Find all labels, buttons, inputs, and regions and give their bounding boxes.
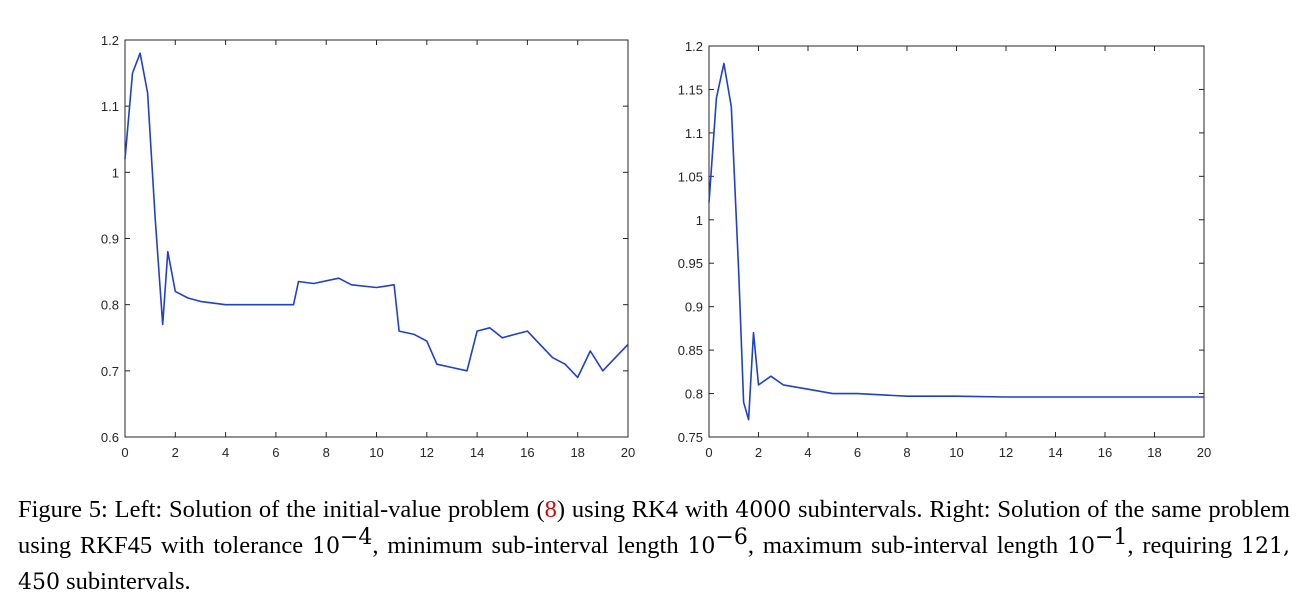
x-tick-label: 6 <box>854 445 861 460</box>
x-tick-label: 4 <box>804 445 811 460</box>
rkf45-subinterval-count: 121, 450 <box>18 534 1291 595</box>
x-tick-label: 8 <box>903 445 910 460</box>
x-tick-label: 18 <box>1147 445 1161 460</box>
caption-text-c: subintervals. Right: Solution of the sam… <box>18 496 1290 559</box>
caption-text-g: subintervals. <box>60 568 191 595</box>
x-tick-label: 0 <box>121 445 128 460</box>
x-tick-label: 8 <box>323 445 330 460</box>
right-plot: 0 2 4 6 8 10 12 14 16 18 20 0.75 0.8 0.85 0.9 0.95 1 1.05… <box>678 39 1212 460</box>
x-tick-label: 12 <box>999 445 1013 460</box>
x-tick-label: 18 <box>570 445 584 460</box>
y-tick-label: 1.2 <box>685 39 703 54</box>
x-tick-label: 10 <box>949 445 963 460</box>
x-tick-label: 20 <box>1197 445 1211 460</box>
y-tick-label: 1 <box>112 165 119 180</box>
y-tick-label: 0.8 <box>685 387 703 402</box>
caption-text-a: Left: Solution of the initial-value prob… <box>107 496 545 523</box>
caption-text-e: , maximum sub-interval length <box>747 532 1067 559</box>
y-tick-label: 1 <box>696 213 703 228</box>
y-tick-label: 0.95 <box>678 256 703 271</box>
equation-reference-link[interactable]: 8 <box>544 496 557 523</box>
y-tick-label: 1.15 <box>678 82 703 97</box>
y-tick-label: 0.9 <box>685 300 703 315</box>
x-tick-label: 2 <box>755 445 762 460</box>
tolerance-exponent: −4 <box>339 524 373 550</box>
x-tick-label: 14 <box>1048 445 1062 460</box>
figure-caption: Figure 5: Left: Solution of the initial-… <box>18 492 1290 600</box>
y-tick-label: 0.75 <box>678 430 703 445</box>
x-tick-label: 14 <box>470 445 484 460</box>
caption-label: Figure 5: <box>18 496 108 523</box>
y-tick-label: 0.6 <box>101 430 119 445</box>
rk4-subinterval-count: 4000 <box>735 498 792 523</box>
solution-line <box>708 62 1204 421</box>
tolerance-base: 10 <box>311 534 340 559</box>
caption-text-b: ) using RK4 with <box>556 496 736 523</box>
x-tick-label: 2 <box>172 445 179 460</box>
x-tick-label: 4 <box>222 445 229 460</box>
caption-text-d: , minimum sub-interval length <box>372 532 688 559</box>
plot-frame <box>124 39 629 438</box>
caption-text-f: , requiring <box>1127 532 1242 559</box>
x-tick-label: 6 <box>272 445 279 460</box>
x-tick-label: 10 <box>369 445 383 460</box>
x-tick-label: 0 <box>705 445 712 460</box>
y-tick-label: 0.85 <box>678 343 703 358</box>
x-tick-label: 20 <box>621 445 635 460</box>
x-tick-label: 16 <box>520 445 534 460</box>
y-tick-label: 0.8 <box>101 298 119 313</box>
plot-frame <box>708 45 1205 438</box>
y-tick-label: 0.9 <box>101 232 119 247</box>
max-length-exponent: −1 <box>1094 524 1128 550</box>
x-tick-label: 16 <box>1098 445 1112 460</box>
min-length-exponent: −6 <box>715 524 748 550</box>
x-tick-label: 12 <box>420 445 434 460</box>
left-plot: 0 2 4 6 8 10 12 14 16 18 20 0.6 0.7 0.8 0.9 1 1.1 1.2 <box>101 33 635 460</box>
y-tick-label: 1.1 <box>685 126 703 141</box>
max-length-base: 10 <box>1066 534 1095 559</box>
y-tick-label: 0.7 <box>101 364 119 379</box>
y-tick-label: 1.05 <box>678 169 703 184</box>
solution-line <box>124 52 629 379</box>
y-tick-label: 1.2 <box>101 33 119 48</box>
y-tick-label: 1.1 <box>101 99 119 114</box>
min-length-base: 10 <box>687 534 716 559</box>
